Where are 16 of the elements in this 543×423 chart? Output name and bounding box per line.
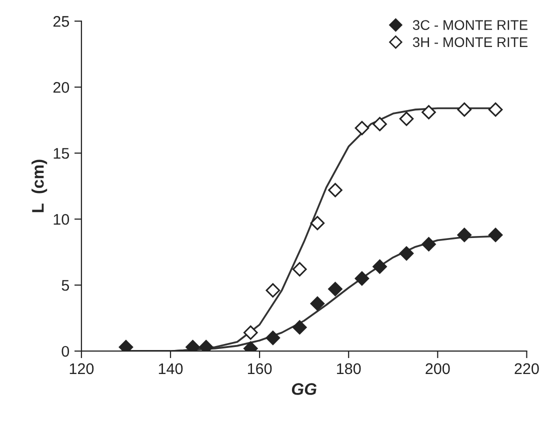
y-tick-label: 0: [62, 346, 70, 357]
x-tick-label: 120: [70, 363, 94, 374]
y-axis-title: L (cm): [32, 160, 48, 212]
x-tick-label: 180: [337, 363, 361, 374]
y-tick-label: 10: [54, 214, 70, 225]
legend-label: 3C - MONTE RITE: [412, 20, 528, 30]
x-tick-label: 140: [158, 363, 183, 374]
y-tick-label: 5: [62, 280, 70, 291]
y-tick-label: 20: [53, 82, 70, 93]
x-axis-title: GG: [292, 383, 317, 395]
x-tick-label: 220: [514, 363, 539, 374]
legend-label: 3H - MONTE RITE: [412, 37, 528, 48]
y-tick-label: 25: [53, 16, 70, 27]
y-tick-label: 15: [54, 148, 70, 159]
x-tick-label: 160: [248, 363, 272, 374]
x-tick-label: 200: [426, 363, 450, 374]
